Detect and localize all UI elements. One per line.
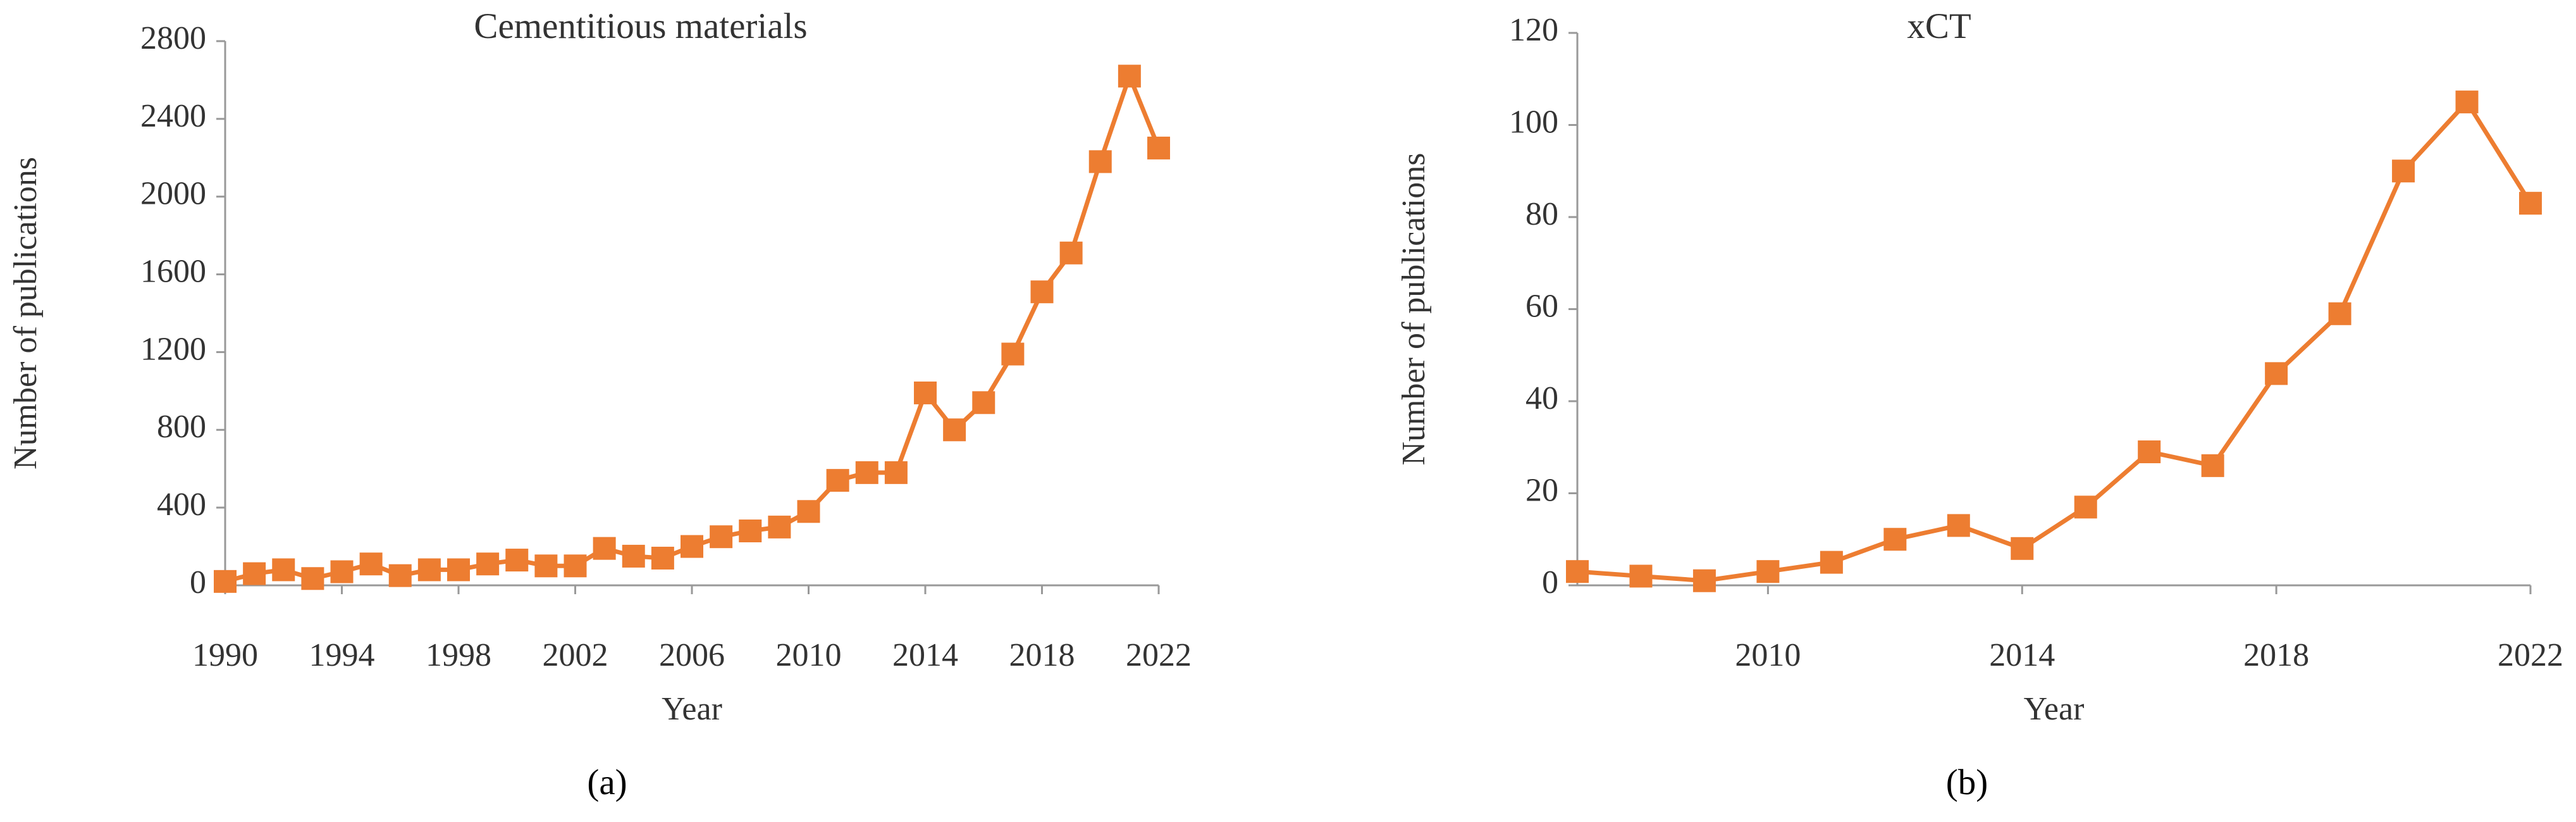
data-point — [1756, 560, 1780, 583]
data-point — [417, 558, 441, 582]
data-point — [1692, 569, 1716, 592]
x-tick-label: 2018 — [1009, 637, 1075, 673]
chart-title: xCT — [1907, 6, 1971, 46]
data-line — [1577, 98, 2532, 583]
data-point — [710, 525, 733, 549]
data-point — [1118, 65, 1141, 88]
data-point — [2455, 90, 2479, 114]
y-tick-label: 80 — [1525, 196, 1558, 232]
data-point — [914, 381, 937, 404]
data-point — [739, 520, 762, 542]
data-point — [1629, 564, 1653, 588]
data-point — [2519, 192, 2542, 215]
x-axis-label: Year — [2024, 691, 2085, 727]
y-tick-label: 800 — [157, 409, 206, 445]
data-point — [447, 558, 470, 582]
data-point — [359, 552, 383, 576]
y-tick-label: 1200 — [140, 331, 206, 367]
x-tick-label: 2010 — [776, 637, 842, 673]
data-point — [1059, 241, 1083, 265]
data-point — [2011, 537, 2034, 560]
data-point — [2265, 362, 2288, 385]
data-point — [214, 570, 237, 593]
x-tick-label: 2002 — [543, 637, 608, 673]
caption: (a) — [587, 763, 627, 802]
data-point — [272, 558, 295, 582]
data-point — [855, 461, 878, 484]
data-point — [972, 391, 995, 414]
data-point — [622, 544, 645, 568]
y-tick-label: 40 — [1525, 380, 1558, 416]
data-point — [505, 549, 529, 572]
data-point — [943, 418, 966, 442]
data-point — [476, 552, 500, 576]
data-point — [884, 461, 908, 484]
y-tick-label: 0 — [190, 564, 206, 601]
x-tick-label: 2022 — [2498, 637, 2563, 673]
data-point — [534, 554, 558, 578]
data-point — [243, 562, 266, 585]
data-line — [225, 70, 1161, 584]
data-point — [388, 564, 412, 587]
data-point — [797, 500, 820, 523]
x-tick-label: 2018 — [2243, 637, 2309, 673]
data-point — [651, 547, 674, 570]
data-point — [2328, 302, 2351, 325]
y-axis-label: Number of publications — [1396, 153, 1432, 466]
data-point — [1001, 342, 1025, 366]
y-tick-label: 0 — [1542, 564, 1558, 601]
y-tick-label: 120 — [1509, 12, 1558, 48]
x-tick-label: 2010 — [1735, 637, 1801, 673]
x-axis-label: Year — [662, 691, 722, 727]
data-point — [593, 537, 616, 560]
x-tick-label: 2014 — [892, 637, 958, 673]
y-axis-label: Number of publications — [8, 157, 44, 470]
data-point — [826, 469, 849, 492]
data-point — [1088, 150, 1112, 173]
y-tick-label: 400 — [157, 487, 206, 523]
y-tick-label: 2000 — [140, 176, 206, 212]
y-tick-label: 2400 — [140, 98, 206, 134]
data-point — [1566, 560, 1589, 583]
x-tick-label: 2022 — [1126, 637, 1192, 673]
x-tick-label: 2014 — [1989, 637, 2055, 673]
x-tick-label: 1998 — [426, 637, 491, 673]
data-point — [1947, 514, 1970, 537]
data-point — [2074, 495, 2097, 519]
y-tick-label: 60 — [1525, 288, 1558, 324]
chart-title: Cementitious materials — [474, 6, 807, 46]
data-point — [2201, 454, 2224, 477]
data-point — [1883, 528, 1907, 551]
data-point — [1820, 551, 1843, 574]
data-point — [2138, 440, 2161, 464]
caption: (b) — [1946, 763, 1988, 802]
data-point — [681, 535, 703, 558]
data-point — [564, 554, 587, 578]
data-point — [768, 515, 791, 539]
x-tick-label: 2006 — [659, 637, 725, 673]
data-point — [2392, 159, 2415, 183]
y-tick-label: 20 — [1525, 472, 1558, 508]
data-point — [1030, 280, 1054, 304]
data-point — [1147, 136, 1170, 159]
data-point — [301, 567, 324, 590]
data-point — [330, 560, 354, 583]
x-tick-label: 1990 — [192, 637, 258, 673]
y-tick-label: 100 — [1509, 104, 1558, 140]
y-tick-label: 2800 — [140, 20, 206, 56]
x-tick-label: 1994 — [309, 637, 375, 673]
y-tick-label: 1600 — [140, 254, 206, 290]
